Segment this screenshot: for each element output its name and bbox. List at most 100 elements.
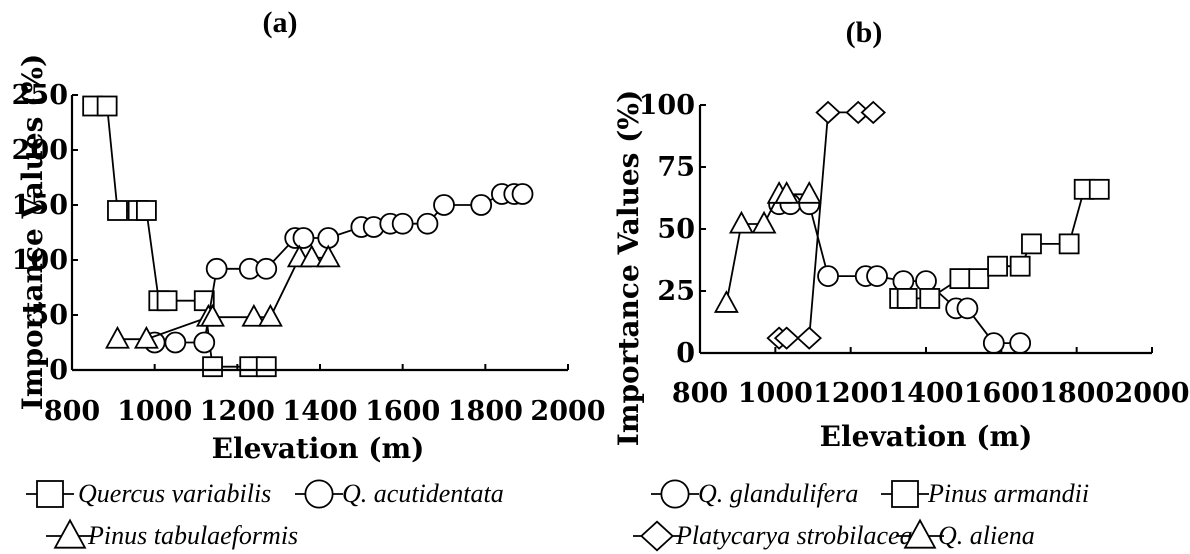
legend-marker xyxy=(36,480,64,508)
data-point-circle xyxy=(511,183,534,205)
data-point-triangle xyxy=(299,244,325,268)
data-point-square xyxy=(96,95,118,117)
legend-label: Q. acutidentata xyxy=(342,479,504,508)
legend-label: Platycarya strobilacea xyxy=(675,521,913,550)
data-point-triangle xyxy=(257,303,283,327)
data-point-square xyxy=(896,288,918,309)
data-point-triangle xyxy=(200,303,225,327)
x-tick-label: 2000 xyxy=(1114,378,1189,409)
x-tick-label: 2000 xyxy=(530,396,605,427)
data-point-circle xyxy=(292,227,315,249)
x-tick-label: 1800 xyxy=(448,396,523,427)
panel-a-x-axis-title: Elevation (m) xyxy=(212,432,425,465)
data-point-triangle xyxy=(133,325,159,349)
y-tick-label: 0 xyxy=(49,355,68,386)
legend-marker xyxy=(53,518,87,549)
data-point-circle xyxy=(205,257,228,280)
data-point-triangle xyxy=(241,303,267,327)
y-tick-label: 200 xyxy=(12,135,68,166)
triangle-marker-icon xyxy=(46,518,94,549)
series-quercus-variabilis xyxy=(82,95,277,378)
legend-label: Q. aliena xyxy=(938,521,1035,550)
data-point-triangle xyxy=(315,244,341,268)
data-point-circle xyxy=(1009,332,1032,354)
legend-panel-a: Quercus variabilis Q. acutidentata Pinus… xyxy=(26,479,504,550)
data-point-square xyxy=(1088,178,1110,200)
x-tick-label: 1800 xyxy=(1039,378,1114,409)
legend-label: Pinus tabulaeformis xyxy=(87,521,298,550)
legend-label: Quercus variabilis xyxy=(78,479,271,508)
y-tick-label: 100 xyxy=(639,90,695,121)
data-point-diamond xyxy=(815,100,841,125)
panel-a-ticks: 800 1000 1200 1400 1600 1800 2000 0 50 100 150 200 2… xyxy=(12,80,606,427)
data-point-circle xyxy=(255,257,278,280)
data-point-square xyxy=(156,290,178,312)
data-point-circle xyxy=(193,331,216,354)
data-point-square xyxy=(1058,233,1080,255)
legend-item-pinus-tabulaeformis: Pinus tabulaeformis xyxy=(46,518,298,550)
y-tick-label: 50 xyxy=(30,300,68,331)
data-point-square xyxy=(987,255,1008,277)
legend-item-q-aliena: Q. aliena xyxy=(896,518,1035,550)
data-point-square xyxy=(1021,233,1042,255)
y-tick-label: 50 xyxy=(657,214,695,245)
panel-a-series xyxy=(82,95,534,378)
data-point-circle xyxy=(391,212,414,235)
data-point-circle xyxy=(982,332,1005,354)
series-pinus-armandii xyxy=(889,178,1110,309)
circle-marker-icon xyxy=(295,479,343,509)
legend-marker xyxy=(304,479,334,509)
data-point-square xyxy=(919,288,941,309)
y-tick-label: 0 xyxy=(676,338,695,369)
x-tick-label: 1600 xyxy=(964,378,1039,409)
legend-panel-b: Q. glandulifera Pinus armandii Platycary… xyxy=(633,479,1089,552)
series-q-acutidentata xyxy=(143,183,534,354)
triangle-marker-icon xyxy=(896,518,944,549)
chart-panel-a: (a) 800 1000 1200 1400 1600 1800 2000 0 50 100 150… xyxy=(12,6,606,465)
series-q-aliena xyxy=(713,181,822,313)
legend-item-q-acutidentata: Q. acutidentata xyxy=(295,479,504,509)
y-tick-label: 150 xyxy=(12,190,68,221)
panel-b-ticks: 800 1000 1200 1400 1600 1800 2000 0 25 50 75 100 xyxy=(639,90,1190,409)
data-point-square xyxy=(949,268,971,290)
legend-item-pinus-armandii: Pinus armandii xyxy=(881,479,1089,508)
panel-b-series xyxy=(713,100,1110,354)
panel-a-y-axis-title: Importance Values (%) xyxy=(16,54,49,411)
legend-marker xyxy=(660,479,690,509)
panel-b-x-axis-title: Elevation (m) xyxy=(820,420,1033,453)
data-point-square xyxy=(255,356,277,378)
x-tick-label: 1600 xyxy=(365,396,440,427)
data-point-circle xyxy=(866,265,888,287)
data-point-triangle xyxy=(728,210,754,234)
data-point-triangle xyxy=(774,181,800,204)
panel-a-label: (a) xyxy=(263,6,298,39)
square-marker-icon xyxy=(26,480,74,508)
data-point-square xyxy=(107,200,128,221)
legend-item-q-glandulifera: Q. glandulifera xyxy=(651,479,858,509)
y-tick-label: 25 xyxy=(657,276,695,307)
diamond-marker-icon xyxy=(633,520,681,552)
legend-marker xyxy=(891,480,919,508)
x-tick-label: 1400 xyxy=(888,378,963,409)
y-tick-label: 250 xyxy=(12,80,68,111)
data-point-diamond xyxy=(773,326,800,350)
data-point-circle xyxy=(433,194,455,216)
x-tick-label: 1200 xyxy=(813,378,888,409)
legend-item-quercus-variabilis: Quercus variabilis xyxy=(26,479,271,508)
legend-label: Pinus armandii xyxy=(927,479,1089,508)
data-point-circle xyxy=(470,194,493,216)
x-tick-label: 1200 xyxy=(200,396,275,427)
y-tick-label: 100 xyxy=(12,245,68,276)
series-platycarya-strobilacea xyxy=(766,100,886,350)
data-point-triangle xyxy=(105,325,130,349)
series-line xyxy=(779,111,874,340)
legend-item-platycarya-strobilacea: Platycarya strobilacea xyxy=(633,520,913,552)
y-tick-label: 75 xyxy=(657,152,695,183)
data-point-square xyxy=(968,268,990,290)
data-point-triangle xyxy=(796,181,822,204)
x-tick-label: 800 xyxy=(44,396,100,427)
x-tick-label: 1400 xyxy=(282,396,357,427)
data-point-circle xyxy=(956,297,979,320)
data-point-square xyxy=(202,356,223,378)
